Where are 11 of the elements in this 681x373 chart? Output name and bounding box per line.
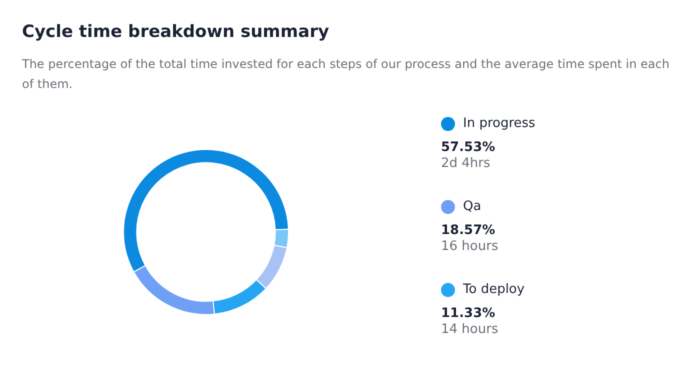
text: 16 hours — [441, 239, 500, 254]
chart-subtitle: The percentage of the total time invested for each steps of our process and the average time spent in each of them. — [22, 56, 670, 93]
legend-label: In progress — [462, 116, 536, 131]
chart-title: Cycle time breakdown summary — [22, 22, 330, 42]
text: 14 hours — [441, 322, 500, 337]
text: 2d 4hrs — [441, 156, 492, 171]
legend-label: To deploy — [462, 282, 526, 297]
data-label: 18.57% — [441, 223, 496, 238]
data-label: 11.33% — [441, 306, 496, 321]
legend-label: Qa — [462, 199, 482, 214]
data-label: 57.53% — [441, 140, 496, 155]
